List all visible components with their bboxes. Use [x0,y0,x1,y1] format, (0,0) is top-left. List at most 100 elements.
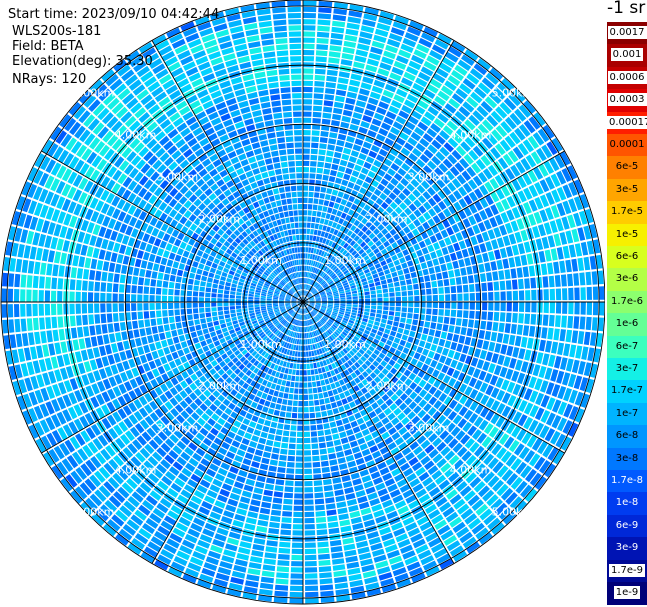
range-gate [565,230,574,244]
range-gate [346,263,353,269]
range-gate [344,390,351,397]
range-gate [555,218,564,232]
range-gate [527,135,540,149]
range-gate [151,326,158,334]
range-gate [274,321,280,327]
range-gate [592,302,599,316]
range-gate [344,34,358,42]
range-gate [304,327,307,333]
range-gate [326,292,333,296]
range-gate [294,306,298,310]
range-gate [56,238,64,251]
range-gate [186,302,192,309]
range-gate [501,392,511,404]
range-gate [305,253,308,259]
range-gate [375,356,383,364]
range-gate [347,434,356,442]
range-gate [304,542,316,548]
range-gate [249,421,257,428]
range-gate [412,189,421,198]
range-gate [153,435,164,446]
range-gate [279,318,285,323]
range-gate [159,404,169,415]
range-gate [410,325,417,332]
range-gate [323,251,328,258]
range-gate [381,56,394,65]
range-gate [152,263,160,272]
range-gate [84,257,92,269]
range-gate [118,293,124,302]
range-gate [289,362,294,369]
range-gate [131,491,144,503]
range-gate [502,235,511,247]
range-gate [327,207,333,214]
range-gate [309,297,314,300]
range-gate [305,241,309,247]
range-gate [20,318,27,332]
range-gate [351,312,357,316]
range-gate [483,453,495,466]
range-gate [496,447,507,460]
range-gate [522,139,534,153]
range-gate [579,210,588,225]
range-gate [435,496,448,508]
range-gate [472,110,485,122]
range-gate [402,431,412,441]
range-gate [431,514,444,525]
range-gate [524,450,536,463]
range-gate [230,425,239,434]
range-gate [394,398,403,407]
range-gate [412,82,425,93]
range-gate [334,394,341,401]
range-gate [423,382,432,392]
range-gate [362,265,369,271]
range-gate [317,314,322,318]
range-gate [352,307,358,311]
range-gate [370,342,378,349]
range-gate [325,503,336,510]
range-gate [343,147,352,155]
range-gate [326,75,337,83]
range-gate [443,142,454,153]
range-gate [295,320,299,326]
range-gate [162,427,172,437]
range-gate [361,564,375,573]
range-gate [367,97,379,106]
range-gate [330,32,344,40]
range-gate [36,345,44,359]
range-gate [453,351,461,361]
range-gate [500,185,511,197]
range-gate [378,101,389,110]
range-gate [85,459,97,473]
range-gate [324,162,332,169]
range-gate [241,490,252,498]
range-gate [461,170,472,181]
range-gate [370,46,383,55]
range-gate [348,279,355,284]
range-gate [184,567,199,578]
range-gate [17,348,26,363]
range-gate [413,199,422,208]
range-gate [328,262,334,268]
range-gate [338,204,345,212]
range-gate [329,282,335,287]
range-gate [458,198,468,209]
range-gate [208,394,217,403]
range-gate [500,121,512,134]
range-gate [587,347,595,362]
range-gate [323,245,328,251]
range-gate [364,434,373,442]
range-gate [333,308,339,312]
range-gate [366,439,376,448]
range-gate [381,394,390,402]
range-gate [314,406,321,412]
range-gate [447,411,458,421]
range-gate [346,395,354,403]
range-gate [290,381,295,388]
range-gate [236,475,246,484]
range-gate [195,447,206,457]
range-gate [357,437,366,445]
range-gate [404,121,416,131]
range-gate [354,164,362,172]
range-gate [369,283,375,288]
